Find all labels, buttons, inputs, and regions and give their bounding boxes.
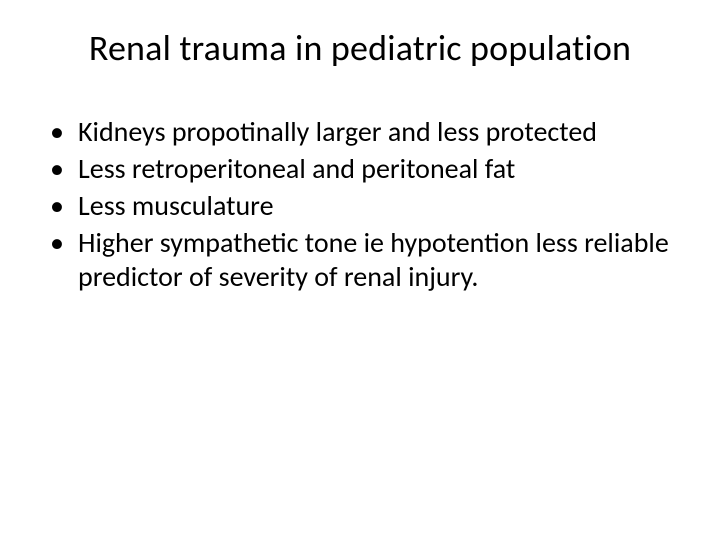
bullet-text: Less musculature bbox=[78, 188, 274, 223]
list-item: Higher sympathetic tone ie hypotention l… bbox=[46, 226, 674, 292]
list-item: Kidneys propotinally larger and less pro… bbox=[46, 115, 674, 148]
bullet-text: Less retroperitoneal and peritoneal fat bbox=[78, 151, 515, 186]
slide: Renal trauma in pediatric population Kid… bbox=[0, 0, 720, 540]
bullet-text: Kidneys propotinally larger and less pro… bbox=[78, 114, 597, 149]
slide-title: Renal trauma in pediatric population bbox=[40, 28, 680, 69]
list-item: Less retroperitoneal and peritoneal fat bbox=[46, 152, 674, 185]
list-item: Less musculature bbox=[46, 189, 674, 222]
bullet-text: Higher sympathetic tone ie hypotention l… bbox=[78, 225, 669, 293]
bullet-list: Kidneys propotinally larger and less pro… bbox=[40, 115, 680, 292]
